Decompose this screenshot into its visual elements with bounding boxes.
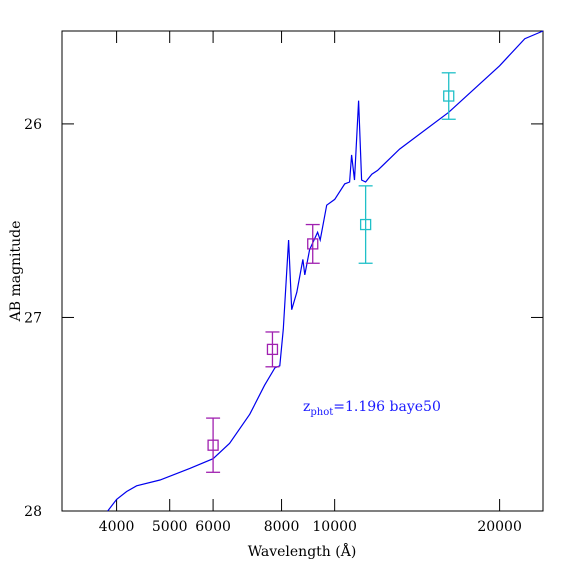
photometry-point xyxy=(359,218,372,231)
photometry-point xyxy=(207,439,219,451)
y-tick-label: 26 xyxy=(24,117,42,133)
x-axis-label: Wavelength (Å) xyxy=(248,542,357,560)
x-tick-label: 20000 xyxy=(477,519,522,535)
x-tick-label: 5000 xyxy=(152,519,188,535)
y-tick-label: 28 xyxy=(24,504,42,520)
x-tick-label: 4000 xyxy=(99,519,135,535)
x-tick-label: 10000 xyxy=(312,519,357,535)
x-tick-label: 8000 xyxy=(264,519,300,535)
plot-frame xyxy=(61,30,544,512)
x-tick-label: 6000 xyxy=(195,519,231,535)
y-tick-label: 27 xyxy=(24,310,42,326)
photometry-point xyxy=(443,90,455,102)
photometry-point xyxy=(307,238,319,250)
model-line xyxy=(107,30,544,512)
annotation: zphot=1.196 baye50 xyxy=(303,399,441,418)
annotation-subscript: phot xyxy=(310,407,333,418)
annotation-symbol: z xyxy=(303,399,310,415)
photometry-point xyxy=(266,343,279,356)
annotation-text: =1.196 baye50 xyxy=(333,399,441,415)
y-axis-label: AB magnitude xyxy=(8,221,24,323)
